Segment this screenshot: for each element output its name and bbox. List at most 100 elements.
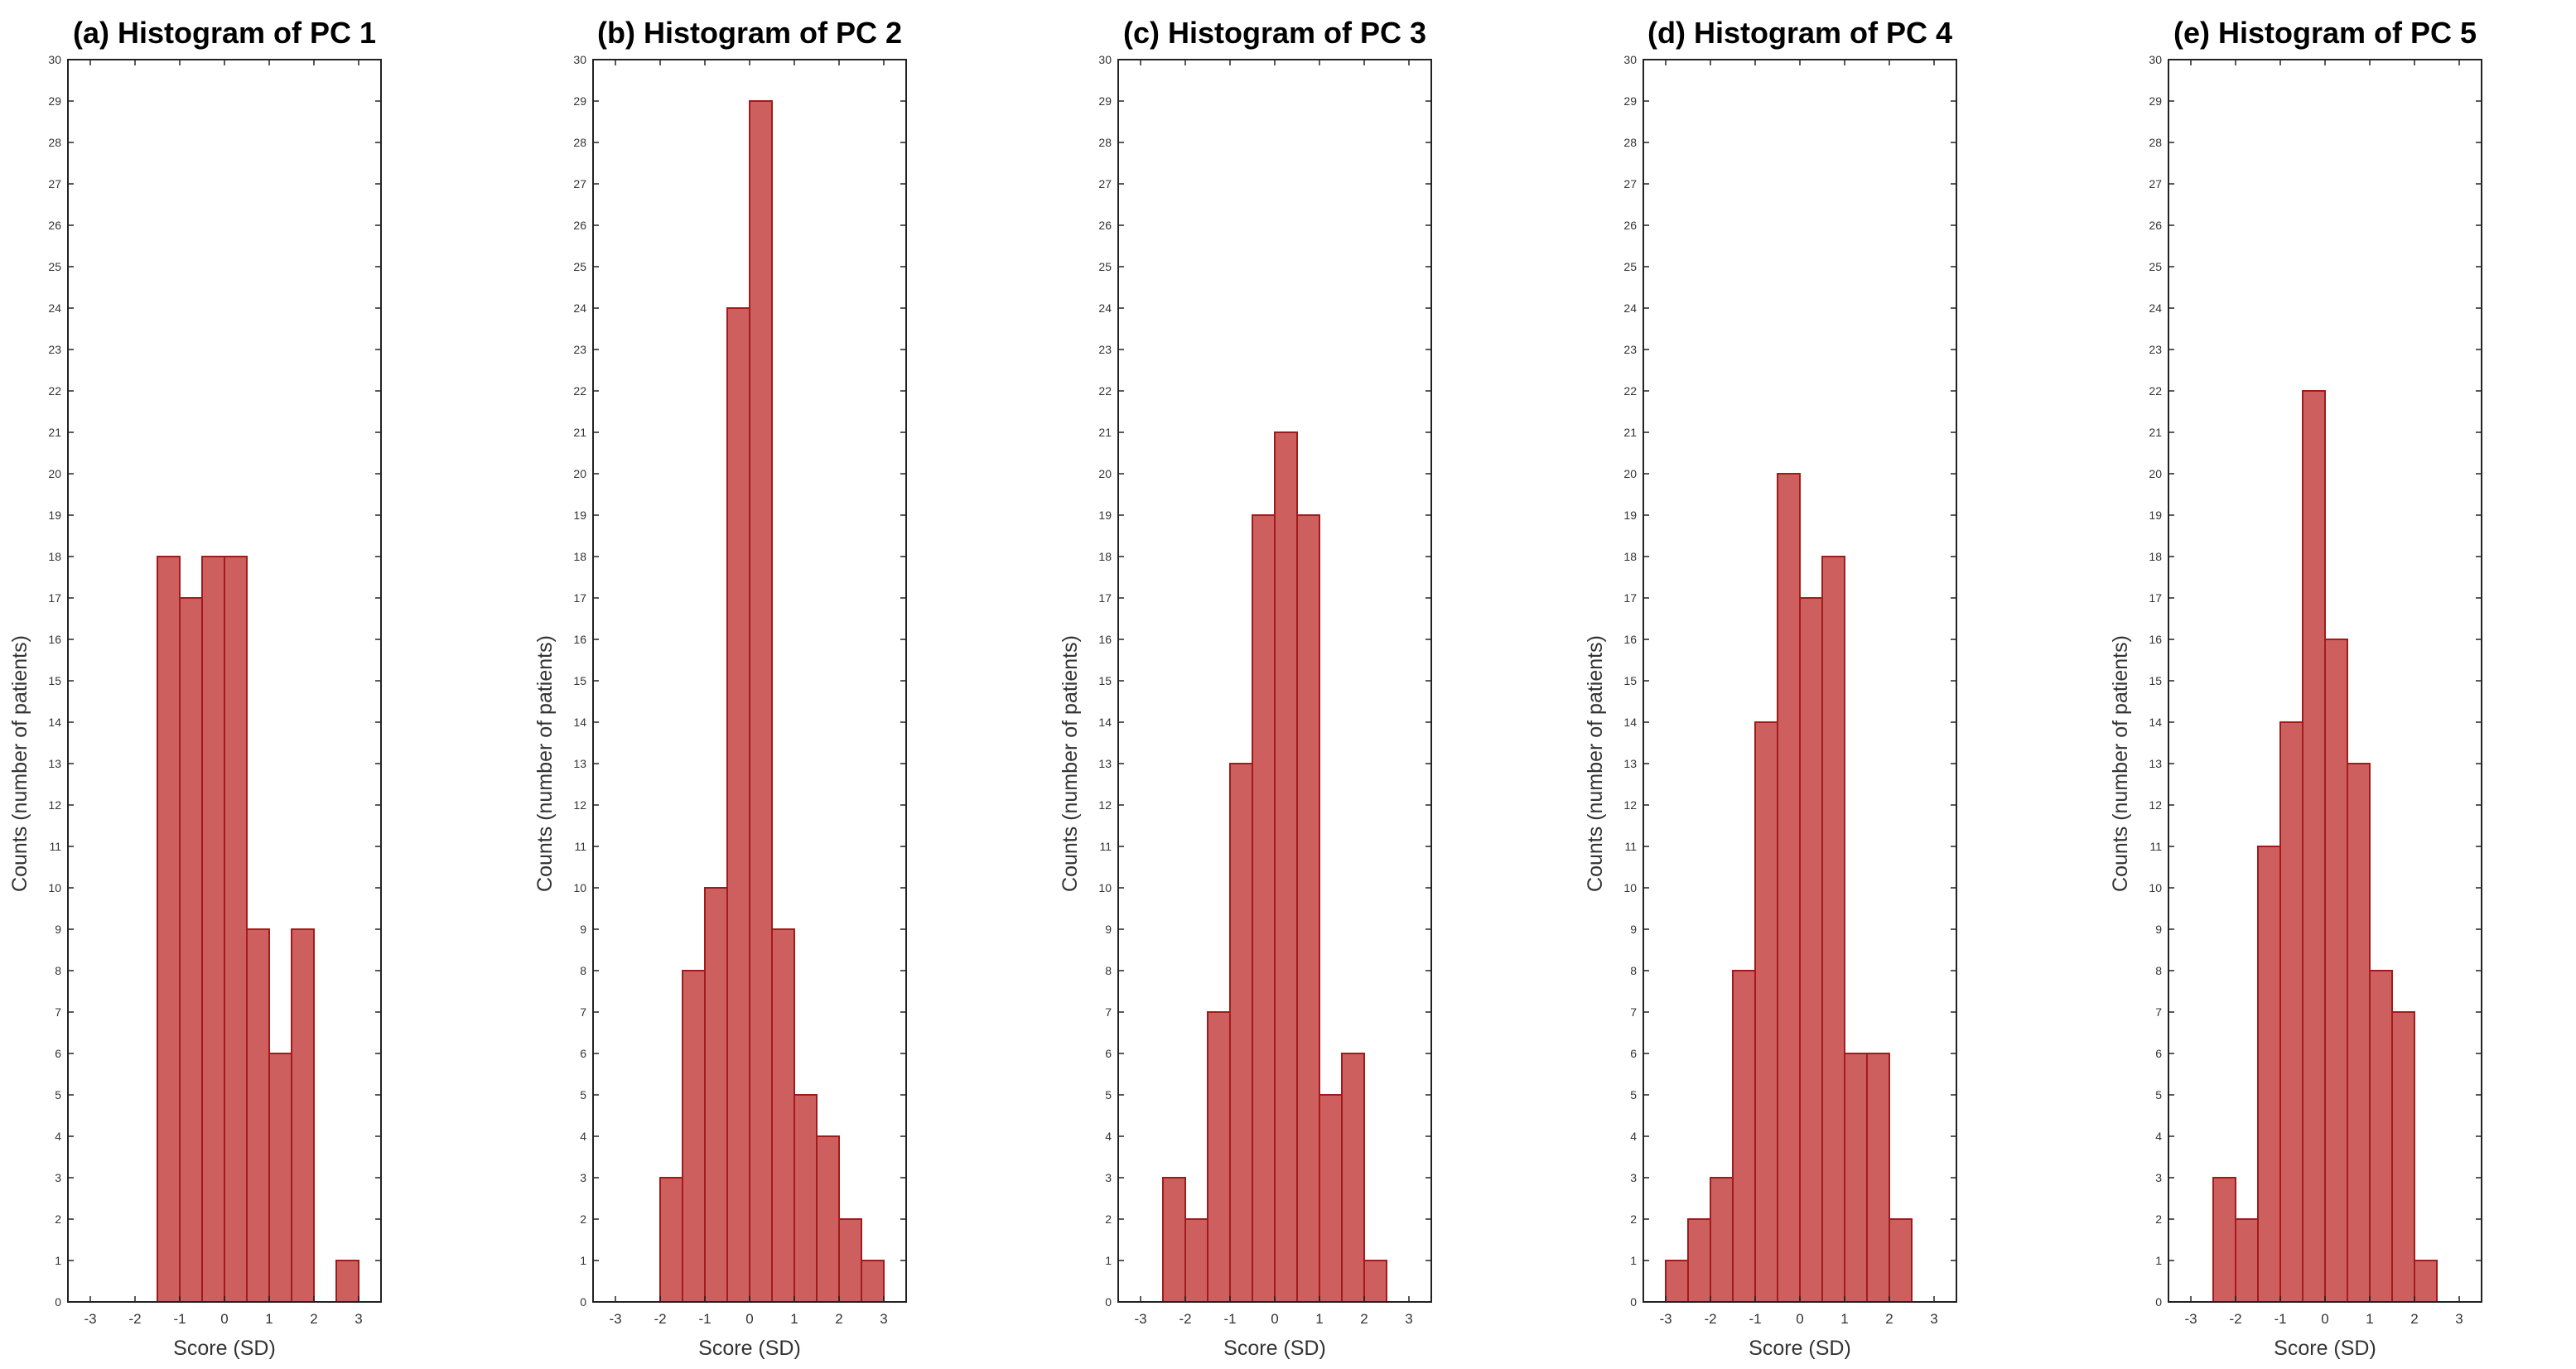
y-tick-label: 23 [573,343,586,356]
y-tick-label: 0 [2155,1295,2162,1309]
x-axis-label: Score (SD) [173,1337,276,1360]
histogram-bar [1754,721,1778,1303]
panel-title: (c) Histogram of PC 3 [1123,16,1426,50]
y-tick-label: 9 [55,923,61,936]
y-axis-label: Counts (number of patients) [1584,635,1607,892]
y-tick-label: 19 [48,509,61,522]
y-tick-label: 10 [1098,881,1112,894]
y-tick-label: 25 [1098,260,1112,273]
x-tick-label: 3 [1930,1311,1937,1327]
histogram-bar [682,970,706,1303]
y-tick-label: 24 [48,301,61,315]
y-tick-label: 0 [580,1295,586,1309]
histogram-bar [1296,514,1320,1303]
x-tick-label: 3 [355,1311,362,1327]
x-tick-label: -2 [1179,1311,1191,1327]
histogram-bar [2414,1260,2438,1303]
histogram-bar [704,887,728,1303]
y-tick-label: 13 [2149,757,2162,770]
histogram-bar [1184,1218,1208,1303]
histogram-bar [179,597,203,1303]
y-tick-label: 4 [2155,1130,2162,1143]
y-tick-label: 26 [1623,219,1637,232]
histogram-bar [861,1260,885,1303]
x-tick-label: 2 [835,1311,842,1327]
histogram-bar [1687,1218,1711,1303]
y-tick-label: 8 [55,964,61,977]
panel-4: (d) Histogram of PC 40123456789101112131… [1584,16,1957,1360]
y-tick-label: 7 [580,1005,586,1019]
panel-1: (a) Histogram of PC 10123456789101112131… [8,16,382,1360]
y-tick-label: 15 [1623,674,1637,687]
x-tick-label: -3 [1659,1311,1672,1327]
y-tick-label: 23 [2149,343,2162,356]
y-tick-label: 15 [48,674,61,687]
y-tick-label: 3 [1105,1171,1112,1184]
y-tick-label: 28 [48,136,61,149]
y-tick-label: 23 [1098,343,1112,356]
y-tick-label: 10 [48,881,61,894]
y-tick-label: 29 [1623,94,1637,108]
y-tick-label: 20 [1098,467,1112,480]
y-tick-label: 8 [580,964,586,977]
histogram-bar [2347,763,2371,1303]
y-tick-label: 6 [1630,1047,1637,1060]
x-tick-label: -1 [698,1311,711,1327]
histogram-bar [1777,473,1801,1303]
y-tick-label: 15 [2149,674,2162,687]
histogram-bar [1844,1053,1868,1303]
y-tick-label: 26 [48,219,61,232]
histogram-bar [1889,1218,1913,1303]
histogram-bar [201,556,225,1303]
y-tick-label: 6 [2155,1047,2162,1060]
y-tick-label: 17 [1098,591,1112,605]
y-tick-label: 1 [2155,1254,2162,1267]
panel-title: (b) Histogram of PC 2 [597,16,902,50]
y-tick-label: 14 [1623,716,1637,729]
y-tick-label: 7 [1630,1005,1637,1019]
y-tick-label: 27 [1098,177,1112,190]
y-tick-label: 3 [55,1171,61,1184]
histogram-bar [1341,1053,1365,1303]
histogram-bar [2369,970,2393,1303]
y-tick-label: 2 [2155,1212,2162,1226]
x-tick-label: -3 [84,1311,96,1327]
y-tick-label: 25 [1623,260,1637,273]
histogram-bar [838,1218,862,1303]
x-axis-label: Score (SD) [698,1337,801,1360]
y-tick-label: 17 [2149,591,2162,605]
y-tick-label: 16 [573,633,586,646]
x-tick-label: -2 [1704,1311,1716,1327]
y-tick-label: 28 [1098,136,1112,149]
histogram-bar [1274,431,1298,1303]
y-tick-label: 1 [580,1254,586,1267]
y-tick-label: 13 [48,757,61,770]
histogram-bar [1252,514,1276,1303]
y-tick-label: 27 [1623,177,1637,190]
y-tick-label: 15 [573,674,586,687]
histogram-bar [1207,1011,1231,1303]
x-tick-label: 3 [880,1311,887,1327]
y-tick-label: 15 [1098,674,1112,687]
y-tick-label: 16 [2149,633,2162,646]
y-tick-label: 11 [49,840,61,853]
y-tick-label: 26 [2149,219,2162,232]
x-tick-label: -1 [173,1311,186,1327]
y-tick-label: 11 [1624,840,1637,853]
histogram-bar [2324,639,2348,1303]
panel-5: (e) Histogram of PC 50123456789101112131… [2109,16,2482,1360]
y-tick-label: 3 [2155,1171,2162,1184]
y-tick-label: 26 [1098,219,1112,232]
y-tick-label: 19 [573,509,586,522]
histogram-bar [2279,721,2303,1303]
histogram-bar [268,1053,292,1303]
y-tick-label: 27 [2149,177,2162,190]
y-tick-label: 18 [573,550,586,563]
y-tick-label: 18 [48,550,61,563]
y-tick-label: 3 [1630,1171,1637,1184]
y-tick-label: 22 [1623,384,1637,398]
y-tick-label: 0 [55,1295,61,1309]
y-tick-label: 9 [1105,923,1112,936]
y-tick-label: 1 [1630,1254,1637,1267]
